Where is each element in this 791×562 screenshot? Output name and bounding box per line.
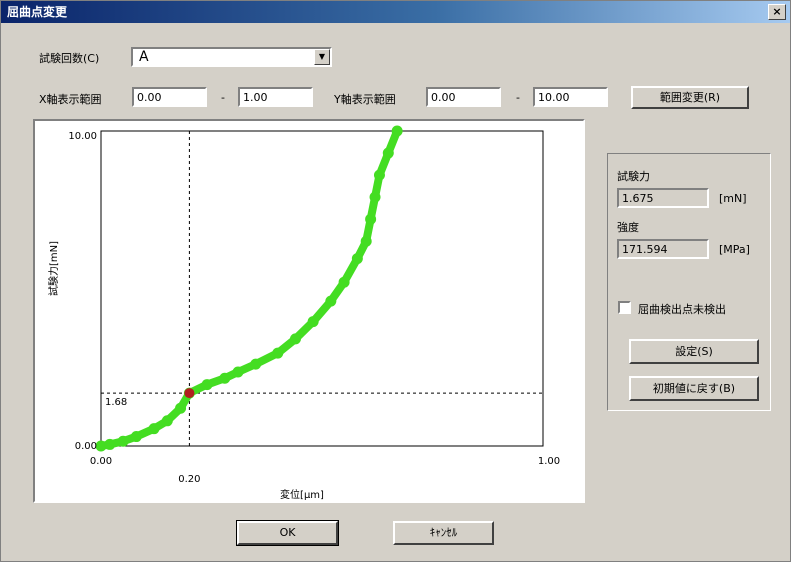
data-point-13 (289, 333, 301, 345)
x-axis-label: 変位[μm] (280, 488, 324, 501)
y-tick-label-max: 10.00 (68, 131, 97, 142)
force-label: 試験力 (617, 170, 650, 183)
y-axis-label: 試験力[mN] (47, 241, 60, 296)
data-point-4 (148, 423, 160, 435)
plot-panel: 0.00 1.00 0.00 10.00 0.20 1.68 変位[μm] 試験… (33, 119, 585, 503)
data-point-5 (161, 415, 173, 427)
result-group (607, 153, 771, 411)
test-no-value: A (139, 49, 149, 65)
data-point-8 (201, 379, 213, 391)
data-point-22 (382, 147, 394, 159)
data-point-1 (104, 438, 116, 450)
selected-x-label: 0.20 (178, 474, 200, 485)
data-point-11 (250, 358, 262, 370)
data-point-19 (365, 213, 377, 225)
data-point-2 (117, 435, 129, 447)
data-point-21 (373, 169, 385, 181)
test-no-select[interactable]: A ▼ (131, 47, 332, 67)
hardness-value-field (617, 239, 709, 259)
close-icon[interactable]: × (768, 4, 786, 20)
force-value-field (617, 188, 709, 208)
cancel-button[interactable]: ｷｬﾝｾﾙ (393, 521, 494, 545)
hardness-label: 強度 (617, 221, 639, 234)
data-point-17 (351, 253, 363, 265)
data-point-10 (232, 366, 244, 378)
auto-detect-label[interactable]: 屈曲検出点未検出 (638, 303, 726, 316)
data-point-15 (325, 295, 337, 307)
data-point-16 (338, 276, 350, 288)
load-displacement-chart[interactable]: 0.00 1.00 0.00 10.00 0.20 1.68 変位[μm] 試験… (35, 121, 583, 501)
y-range-separator: - (516, 91, 520, 104)
x-range-separator: - (221, 91, 225, 104)
data-point-12 (272, 347, 284, 359)
selected-point-marker[interactable] (184, 388, 195, 399)
selected-y-label: 1.68 (105, 397, 127, 408)
x-range-label: X軸表示範囲 (39, 93, 102, 106)
y-range-label: Y軸表示範囲 (334, 93, 396, 106)
ok-button[interactable]: OK (236, 520, 339, 546)
title-bar[interactable]: 屈曲点変更 × (1, 1, 790, 23)
data-point-14 (307, 316, 319, 328)
data-point-3 (130, 431, 142, 443)
dialog-title: 屈曲点変更 (7, 5, 68, 19)
x-tick-label-max: 1.00 (538, 456, 560, 467)
y-max-input[interactable] (533, 87, 608, 107)
data-point-9 (219, 372, 231, 384)
auto-detect-checkbox[interactable] (618, 301, 631, 314)
reset-button[interactable]: 初期値に戻す(B) (629, 376, 759, 401)
x-tick-label-min: 0.00 (90, 456, 112, 467)
data-point-20 (369, 191, 381, 203)
y-min-input[interactable] (426, 87, 501, 107)
apply-range-button[interactable]: 範囲変更(R) (631, 86, 749, 109)
chevron-down-icon[interactable]: ▼ (314, 49, 330, 65)
force-unit: [mN] (719, 192, 747, 205)
set-button[interactable]: 設定(S) (629, 339, 759, 364)
data-point-18 (360, 235, 372, 247)
x-max-input[interactable] (238, 87, 313, 107)
test-no-label: 試験回数(C) (39, 52, 100, 65)
y-tick-label-min: 0.00 (75, 441, 97, 452)
x-min-input[interactable] (132, 87, 207, 107)
data-point-6 (175, 402, 187, 414)
plot-area (100, 130, 544, 447)
hardness-unit: [MPa] (719, 243, 750, 256)
data-point-23 (391, 125, 403, 137)
